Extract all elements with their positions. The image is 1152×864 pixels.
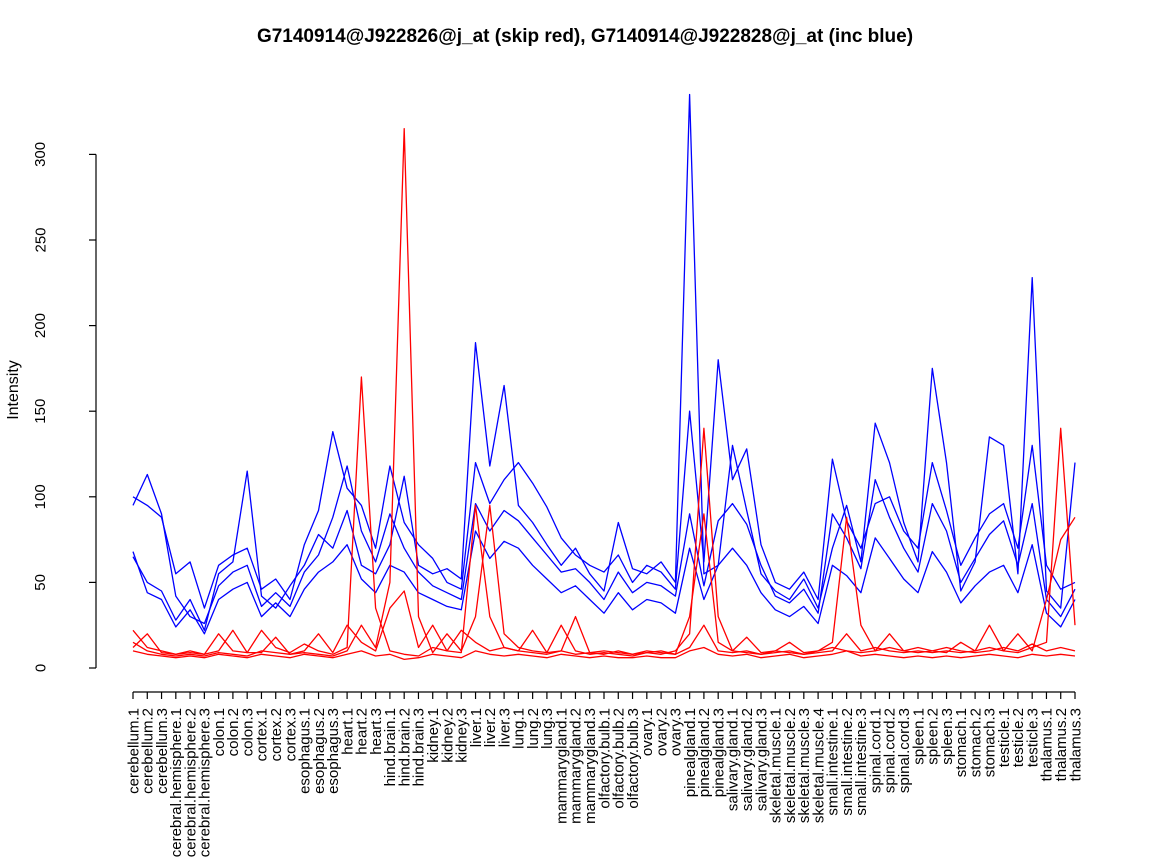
x-tick-label: stomach.1	[953, 708, 970, 777]
y-tick-label: 300	[32, 142, 49, 167]
x-tick-label: olfactory.bulb.1	[596, 708, 613, 809]
x-tick-label: pinealgland.3	[710, 708, 727, 797]
x-tick-label: colon.3	[239, 708, 256, 756]
x-tick-label: small.intestine.2	[839, 708, 856, 816]
x-tick-label: spleen.3	[939, 708, 956, 765]
x-tick-label: colon.1	[211, 708, 228, 756]
x-tick-label: spleen.2	[925, 708, 942, 765]
x-tick-label: lung.2	[525, 708, 542, 749]
x-tick-label: hind.brain.2	[396, 708, 413, 786]
x-tick-label: cerebellum.2	[140, 708, 157, 794]
x-tick-label: kidney.1	[425, 708, 442, 763]
x-tick-label: spinal.cord.3	[896, 708, 913, 793]
series-line-skip-3	[132, 504, 1076, 655]
x-tick-label: colon.2	[225, 708, 242, 756]
x-tick-label: thalamus.1	[1039, 708, 1056, 781]
x-tick-label: cerebral.hemisphere.2	[182, 708, 199, 857]
series-line-skip-1	[132, 376, 1076, 657]
x-tick-label: ovary.1	[639, 708, 656, 756]
y-tick-label: 0	[32, 664, 49, 672]
x-tick-label: cerebellum.1	[125, 708, 142, 794]
x-tick-label: olfactory.bulb.3	[625, 708, 642, 809]
series-line-inc-3	[132, 465, 1076, 625]
x-tick-label: kidney.3	[454, 708, 471, 763]
x-tick-label: olfactory.bulb.2	[611, 708, 628, 809]
x-tick-label: mammarygland.1	[553, 708, 570, 824]
y-tick-label: 250	[32, 227, 49, 252]
x-tick-label: mammarygland.2	[568, 708, 585, 824]
y-tick-label: 50	[32, 574, 49, 591]
y-tick-label: 100	[32, 484, 49, 509]
x-tick-label: kidney.2	[439, 708, 456, 763]
y-tick-label: 200	[32, 313, 49, 338]
x-tick-label: thalamus.3	[1067, 708, 1084, 781]
x-tick-label: spinal.cord.2	[882, 708, 899, 793]
x-tick-label: stomach.3	[982, 708, 999, 777]
x-tick-label: small.intestine.1	[825, 708, 842, 816]
series-line-skip-2	[132, 128, 1076, 657]
x-tick-label: mammarygland.3	[582, 708, 599, 824]
x-tick-label: small.intestine.3	[853, 708, 870, 816]
x-tick-label: salivary.gland.3	[753, 708, 770, 811]
series-line-inc-1	[132, 93, 1076, 631]
x-tick-label: hind.brain.1	[382, 708, 399, 786]
x-tick-label: skeletal.muscle.2	[782, 708, 799, 823]
x-tick-label: lung.1	[511, 708, 528, 749]
x-tick-label: testicle.2	[1010, 708, 1027, 767]
x-tick-label: esophagus.1	[297, 708, 314, 794]
series-line-inc-4	[132, 530, 1076, 635]
chart-title: G7140914@J922826@j_at (skip red), G71409…	[256, 26, 914, 47]
x-tick-label: heart.2	[354, 708, 371, 755]
x-tick-label: ovary.3	[668, 708, 685, 756]
x-tick-label: liver.3	[496, 708, 513, 747]
x-tick-label: cerebral.hemisphere.3	[197, 708, 214, 857]
x-tick-label: salivary.gland.1	[725, 708, 742, 811]
y-tick-label: 150	[32, 399, 49, 424]
x-tick-label: spinal.cord.1	[867, 708, 884, 793]
x-tick-label: pinealgland.1	[682, 708, 699, 797]
x-tick-label: ovary.2	[653, 708, 670, 756]
x-tick-label: thalamus.2	[1053, 708, 1070, 781]
x-tick-label: heart.1	[339, 708, 356, 755]
x-tick-label: cortex.1	[254, 708, 271, 761]
x-tick-label: lung.3	[539, 708, 556, 749]
x-tick-label: skeletal.muscle.1	[768, 708, 785, 823]
x-tick-label: esophagus.2	[311, 708, 328, 794]
series-line-inc-2	[132, 359, 1076, 609]
series-line-skip-4	[132, 646, 1076, 661]
x-tick-label: testicle.1	[996, 708, 1013, 767]
x-tick-label: testicle.3	[1024, 708, 1041, 767]
x-tick-label: heart.3	[368, 708, 385, 755]
x-tick-label: pinealgland.2	[696, 708, 713, 797]
x-tick-label: spleen.1	[910, 708, 927, 765]
x-tick-label: stomach.2	[967, 708, 984, 777]
x-tick-label: liver.2	[482, 708, 499, 747]
x-tick-label: hind.brain.3	[411, 708, 428, 786]
x-tick-label: cortex.3	[282, 708, 299, 761]
x-tick-label: liver.1	[468, 708, 485, 747]
x-tick-label: cerebral.hemisphere.1	[168, 708, 185, 857]
x-tick-label: cerebellum.3	[154, 708, 171, 794]
x-tick-label: skeletal.muscle.4	[810, 708, 827, 823]
x-tick-label: cortex.2	[268, 708, 285, 761]
x-tick-label: salivary.gland.2	[739, 708, 756, 811]
x-tick-label: esophagus.3	[325, 708, 342, 794]
x-tick-label: skeletal.muscle.3	[796, 708, 813, 823]
